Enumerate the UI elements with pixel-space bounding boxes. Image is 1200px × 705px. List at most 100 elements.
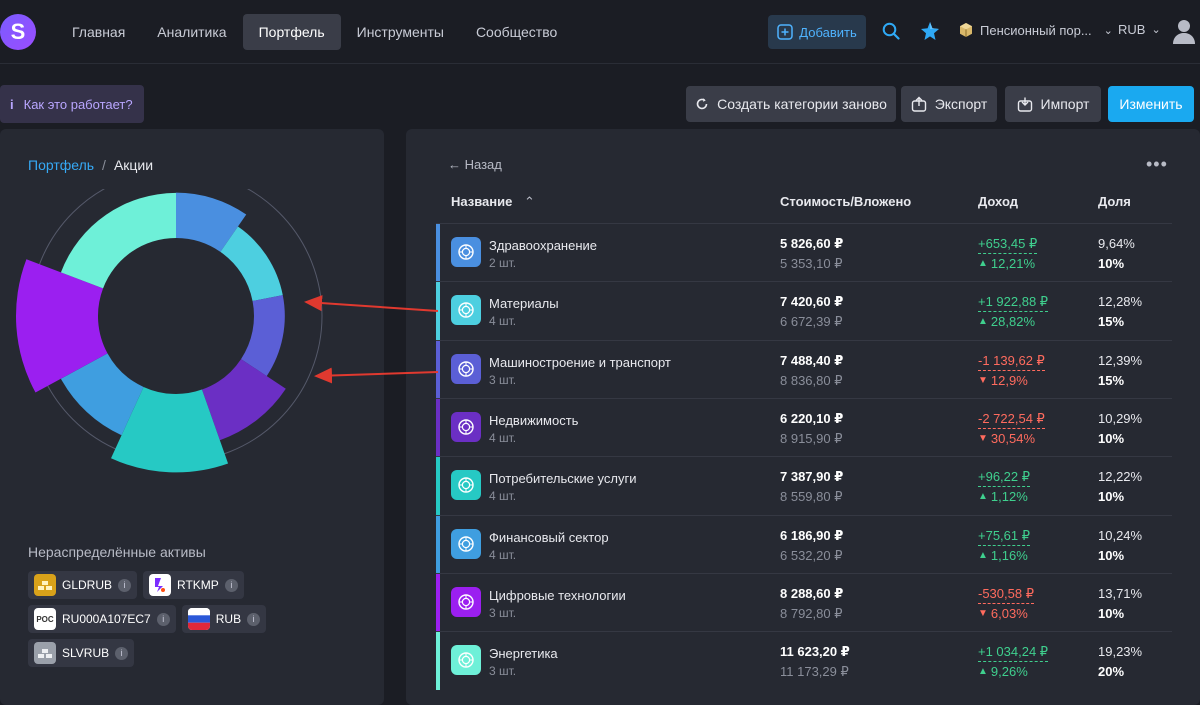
nav-tools[interactable]: Инструменты: [356, 24, 444, 40]
category-invested: 11 173,29 ₽: [780, 664, 849, 680]
donut-segment[interactable]: [241, 295, 285, 377]
how-it-works-button[interactable]: i Как это работает?: [0, 85, 144, 123]
category-color-stripe: [436, 398, 440, 457]
category-name[interactable]: Финансовый сектор: [489, 529, 609, 545]
asset-chip-gldrub[interactable]: GLDRUB i: [28, 571, 138, 599]
donut-segment[interactable]: [60, 192, 176, 289]
donut-segment[interactable]: [201, 359, 286, 441]
recreate-categories-label: Создать категории заново: [717, 96, 887, 112]
category-share: 12,28%: [1098, 294, 1143, 310]
info-icon[interactable]: i: [247, 612, 261, 626]
category-name[interactable]: Машиностроение и транспорт: [489, 354, 671, 370]
table-row[interactable]: Здравоохранение 2 шт. 5 826,60 ₽ 5 353,1…: [436, 223, 1172, 282]
categories-table-panel: [406, 129, 1200, 705]
info-icon[interactable]: i: [224, 578, 238, 592]
category-name[interactable]: Потребительские услуги: [489, 471, 637, 487]
import-label: Импорт: [1040, 96, 1090, 112]
nav-portfolio[interactable]: Портфель: [242, 14, 341, 50]
category-quantity: 4 шт.: [489, 547, 517, 562]
category-invested: 5 353,10 ₽: [780, 256, 843, 271]
asset-chip-rub[interactable]: RUB i: [181, 605, 267, 633]
asset-chip-rtkmp[interactable]: RTKMP i: [143, 571, 244, 599]
triangle-up-icon: ▲: [978, 666, 988, 678]
more-options-icon[interactable]: •••: [1146, 154, 1168, 174]
currency-selector[interactable]: RUB ⌄: [1118, 22, 1161, 37]
info-icon[interactable]: i: [118, 578, 132, 592]
category-income[interactable]: +1 922,88 ₽: [978, 294, 1049, 313]
category-share: 10,24%: [1098, 527, 1143, 543]
info-icon[interactable]: i: [156, 612, 170, 626]
plus-icon: [777, 24, 794, 40]
category-value: 5 826,60 ₽: [780, 236, 844, 251]
category-color-stripe: [436, 632, 440, 691]
info-icon[interactable]: i: [115, 646, 129, 660]
column-header-name[interactable]: Название ⌃: [451, 194, 535, 210]
category-icon: [451, 411, 481, 442]
category-income-percent: ▲ 28,82%: [978, 314, 1035, 329]
category-name[interactable]: Здравоохранение: [489, 238, 598, 253]
category-income[interactable]: +96,22 ₽: [978, 469, 1031, 488]
income-percent-value: 12,21%: [990, 256, 1035, 271]
top-navbar: S Главная Аналитика Портфель Инструменты…: [0, 0, 1200, 64]
table-row[interactable]: Материалы 4 шт. 7 420,60 ₽ 6 672,39 ₽ +1…: [436, 281, 1172, 341]
app-logo[interactable]: S: [0, 14, 36, 50]
table-row[interactable]: Энергетика 3 шт. 11 623,20 ₽ 11 173,29 ₽…: [436, 631, 1172, 691]
donut-segment[interactable]: [15, 259, 108, 393]
nav-community[interactable]: Сообщество: [475, 24, 558, 40]
donut-segment[interactable]: [111, 386, 229, 473]
breadcrumb-current: Акции: [113, 157, 154, 173]
category-income[interactable]: +75,61 ₽: [978, 528, 1031, 546]
nav-home[interactable]: Главная: [72, 24, 126, 40]
change-button[interactable]: Изменить: [1108, 86, 1194, 122]
search-icon[interactable]: [882, 22, 900, 40]
category-target-share: 10%: [1098, 547, 1125, 563]
chevron-down-icon: ⌄: [1103, 24, 1113, 37]
back-link[interactable]: ← Назад: [448, 157, 502, 172]
category-share: 19,23%: [1098, 644, 1143, 660]
import-button[interactable]: Импорт: [1005, 86, 1101, 122]
category-name[interactable]: Материалы: [489, 296, 559, 312]
column-header-value[interactable]: Стоимость/Вложено: [780, 194, 912, 209]
nav-analytics[interactable]: Аналитика: [157, 24, 227, 40]
breadcrumb-portfolio-link[interactable]: Портфель: [28, 157, 95, 173]
category-icon: [451, 528, 481, 559]
recreate-categories-button[interactable]: Создать категории заново: [686, 86, 896, 122]
category-value: 7 420,60 ₽: [780, 294, 844, 310]
category-income[interactable]: +653,45 ₽: [978, 236, 1038, 254]
column-header-income[interactable]: Доход: [978, 194, 1018, 209]
asset-chip-label: RTKMP: [177, 578, 219, 592]
donut-segment[interactable]: [60, 353, 144, 436]
table-row[interactable]: Финансовый сектор 4 шт. 6 186,90 ₽ 6 532…: [436, 514, 1172, 574]
table-row[interactable]: Цифровые технологии 3 шт. 8 288,60 ₽ 8 7…: [436, 572, 1172, 632]
asset-chip-label: RUB: [215, 612, 242, 626]
category-icon: [451, 645, 481, 676]
triangle-up-icon: ▲: [978, 491, 988, 503]
allocation-panel: Портфель / Акции Нераспределённые активы…: [0, 129, 384, 705]
category-income[interactable]: -1 139,62 ₽: [978, 353, 1045, 371]
asset-chip-slvrub[interactable]: SLVRUB i: [28, 639, 135, 667]
table-row[interactable]: Недвижимость 4 шт. 6 220,10 ₽ 8 915,90 ₽…: [436, 397, 1172, 457]
category-income[interactable]: -530,58 ₽: [978, 586, 1034, 604]
category-icon: [451, 295, 481, 326]
portfolio-selector[interactable]: Пенсионный пор... ⌄: [958, 22, 1113, 38]
export-button[interactable]: Экспорт: [901, 86, 997, 122]
donut-segment[interactable]: [176, 192, 247, 252]
category-income[interactable]: +1 034,24 ₽: [978, 644, 1049, 663]
category-name[interactable]: Энергетика: [489, 646, 558, 662]
category-name[interactable]: Цифровые технологии: [489, 587, 626, 603]
currency-label: RUB: [1118, 22, 1146, 37]
table-row[interactable]: Машиностроение и транспорт 3 шт. 7 488,4…: [436, 339, 1172, 399]
asset-chip-bond[interactable]: РОС RU000A107EC7 i: [28, 605, 176, 633]
favorites-star-icon[interactable]: [920, 21, 940, 41]
triangle-up-icon: ▲: [978, 316, 988, 328]
category-name[interactable]: Недвижимость: [489, 412, 579, 428]
category-income[interactable]: -2 722,54 ₽: [978, 411, 1045, 429]
income-percent-value: 9,26%: [990, 664, 1028, 680]
table-row[interactable]: Потребительские услуги 4 шт. 7 387,90 ₽ …: [436, 456, 1172, 516]
column-header-share[interactable]: Доля: [1098, 194, 1131, 209]
category-value: 6 220,10 ₽: [780, 410, 844, 426]
category-color-stripe: [436, 457, 440, 516]
donut-segment[interactable]: [220, 226, 283, 301]
add-button[interactable]: Добавить: [768, 15, 866, 49]
user-avatar-icon[interactable]: [1172, 18, 1196, 44]
